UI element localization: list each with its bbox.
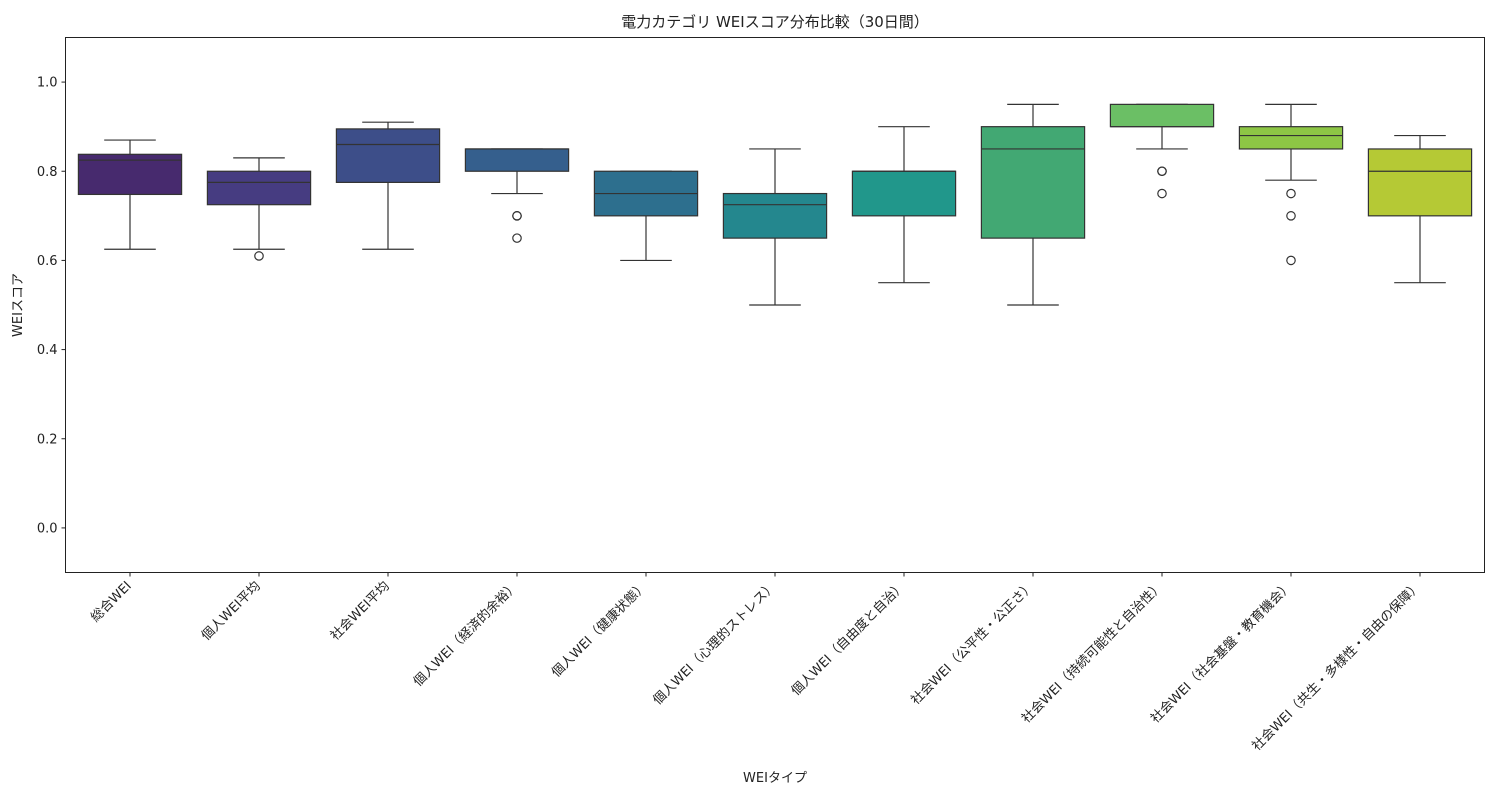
x-tick-label: 個人WEI（経済的余裕） <box>410 578 522 690</box>
outlier-point <box>1286 188 1296 199</box>
x-tick-label: 個人WEI（自由度と自治） <box>788 578 909 699</box>
y-tick-label: 0.2 <box>37 432 58 447</box>
x-tick-label: 社会WEI（持続可能性と自治性） <box>1018 578 1166 726</box>
box-group <box>206 157 312 261</box>
box-group <box>1238 103 1344 266</box>
y-tick-label: 0.4 <box>37 343 58 358</box>
y-tick-label: 0.8 <box>37 165 58 180</box>
box-group <box>335 121 441 250</box>
outlier-point <box>1286 211 1296 221</box>
y-axis-label: WEIスコア <box>11 273 26 337</box>
outlier-point <box>1157 166 1167 177</box>
box <box>1109 103 1215 128</box>
x-tick-label: 個人WEI（健康状態） <box>548 578 650 680</box>
box <box>851 170 957 217</box>
box <box>206 170 312 206</box>
box-group <box>1109 103 1215 199</box>
outlier-point <box>1286 255 1296 266</box>
box <box>77 153 183 196</box>
x-tick-label: 個人WEI（心理的ストレス） <box>650 578 780 708</box>
outlier-point <box>512 211 522 221</box>
box <box>1367 148 1473 217</box>
box <box>980 126 1086 239</box>
x-tick-label: 社会WEI平均 <box>327 578 393 644</box>
box-group <box>851 126 957 284</box>
box <box>464 148 570 172</box>
plot-area <box>77 103 1473 306</box>
x-tick-label: 個人WEI平均 <box>199 579 264 644</box>
x-tick-label: 社会WEI（社会基盤・教育機会） <box>1147 578 1295 726</box>
box-group <box>593 170 699 262</box>
y-tick-label: 1.0 <box>37 76 58 91</box>
box-group <box>722 148 828 306</box>
box-group <box>1367 134 1473 284</box>
outlier-point <box>1157 188 1167 199</box>
y-tick-label: 0.6 <box>37 254 58 269</box>
x-tick-label: 総合WEI <box>88 579 135 626</box>
y-tick-label: 0.0 <box>37 521 58 536</box>
box <box>335 128 441 183</box>
chart-title: 電力カテゴリ WEIスコア分布比較（30日間） <box>621 13 929 31</box>
outlier-point <box>512 233 522 243</box>
box <box>1238 126 1344 150</box>
box-group <box>980 103 1086 306</box>
box <box>722 192 828 239</box>
x-axis-label: WEIタイプ <box>743 771 807 786</box>
box-group <box>464 148 570 243</box>
x-tick-label: 社会WEI（公平性・公正さ） <box>908 578 1038 708</box>
outlier-point <box>254 251 264 261</box>
box-group <box>77 139 183 250</box>
